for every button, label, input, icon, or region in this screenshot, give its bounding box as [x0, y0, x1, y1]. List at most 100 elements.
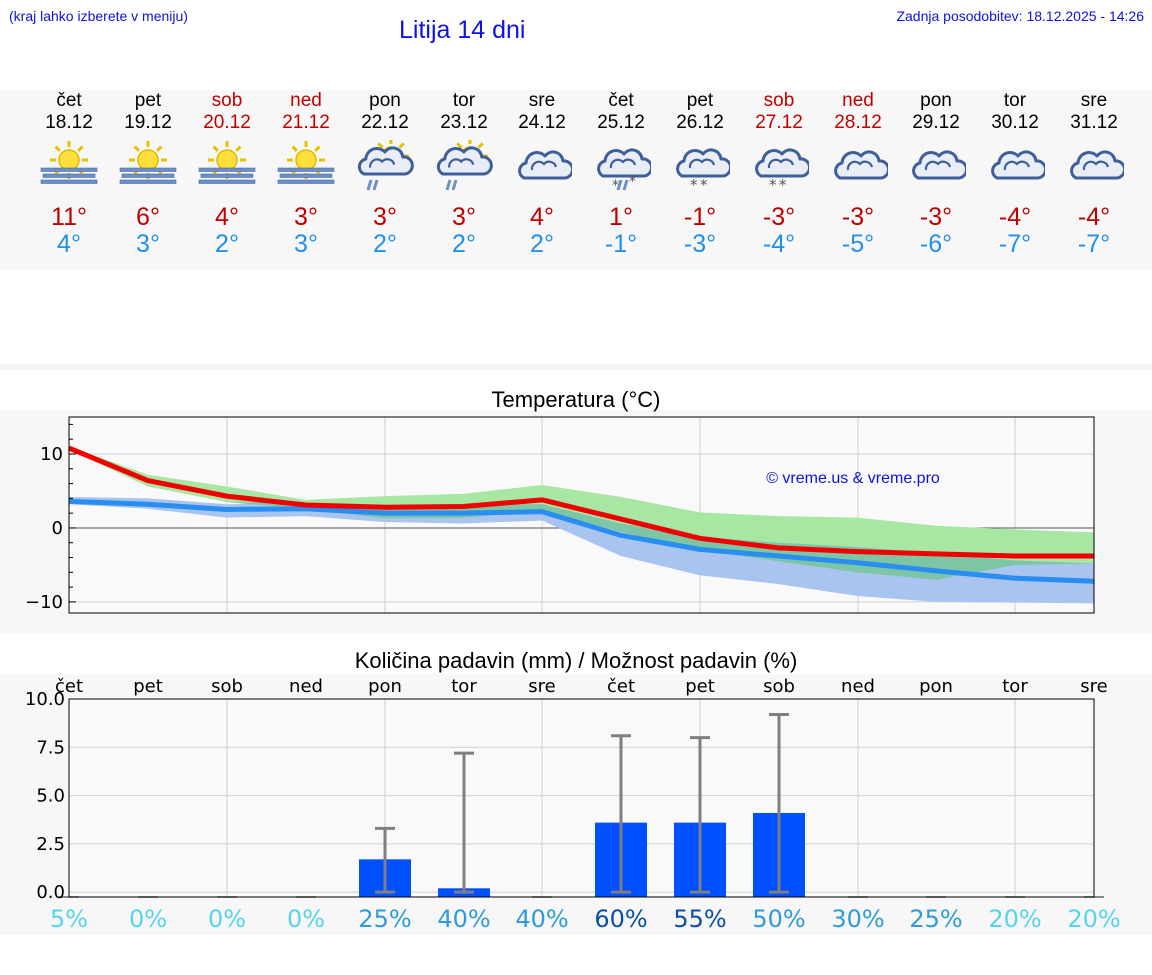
day-name: pon [369, 90, 401, 111]
day-date: 30.12 [991, 112, 1039, 133]
x-category-label: sre [528, 676, 555, 697]
x-category-label: pon [368, 676, 402, 697]
max-temperature: -4° [1077, 203, 1111, 231]
day-column: ned 28.12 -3° -5° [818, 90, 898, 258]
precipitation-probability: 25% [358, 905, 411, 933]
cloud-snow-icon: * * [676, 148, 730, 192]
precipitation-probability: 0% [208, 905, 246, 933]
max-temperature: 3° [294, 203, 318, 231]
precipitation-probability: 20% [988, 905, 1041, 933]
svg-text:*: * [769, 176, 777, 192]
location-hint: (kraj lahko izberete v meniju) [9, 8, 188, 24]
day-name: tor [1003, 90, 1027, 111]
y-tick-label: 10.0 [25, 689, 65, 710]
day-name: čet [56, 90, 82, 111]
plot-frame [68, 416, 1095, 614]
day-column: pet 26.12 * * -1° -3° [660, 90, 740, 258]
svg-text:*: * [700, 176, 708, 192]
day-column: čet 25.12 * * 1° -1° [581, 90, 661, 258]
day-column: pon 22.12 3° 2° [345, 90, 425, 258]
max-temperature: -3° [762, 203, 796, 231]
day-name: sob [211, 90, 243, 111]
min-temperature: -3° [683, 230, 717, 258]
precipitation-probability: 40% [515, 905, 568, 933]
min-temperature: 3° [136, 230, 160, 258]
day-date: 25.12 [597, 112, 645, 133]
svg-text:*: * [612, 178, 619, 192]
day-date: 24.12 [518, 112, 566, 133]
cloudy-icon [518, 150, 572, 180]
y-tick-label: 2.5 [36, 834, 65, 855]
max-temperature: -1° [683, 203, 717, 231]
day-column: sre 31.12 -4° -7° [1054, 90, 1134, 258]
precipitation-probability: 20% [1067, 905, 1120, 933]
min-temperature: -7° [998, 230, 1032, 258]
precipitation-chart: čet pet sob ned pon tor sre čet pet sob ned pon tor s… [25, 676, 1121, 933]
page-title: Litija 14 dni [399, 16, 526, 44]
day-column: sob 27.12 * * -3° -4° [739, 90, 819, 258]
cloudy-icon [912, 150, 966, 180]
y-tick-label: −10 [25, 592, 63, 613]
day-name: pon [920, 90, 952, 111]
precipitation-probability: 5% [50, 905, 88, 933]
sunny-fog-icon [277, 141, 335, 184]
day-name: tor [452, 90, 476, 111]
min-temperature: 4° [57, 230, 81, 258]
day-column: tor 30.12 -4° -7° [975, 90, 1055, 258]
day-date: 27.12 [755, 112, 803, 133]
day-column: čet 18.12 11° 4° [29, 90, 109, 258]
plot-area [69, 699, 1094, 897]
max-temperature: 1° [609, 203, 633, 231]
min-temperature: -5° [841, 230, 875, 258]
day-date: 21.12 [282, 112, 330, 133]
overlap-band [69, 449, 1094, 580]
max-temperature: 3° [452, 203, 476, 231]
day-date: 18.12 [45, 112, 93, 133]
day-date: 19.12 [124, 112, 172, 133]
day-name: sob [763, 90, 795, 111]
max-temperature: 4° [215, 203, 239, 231]
cloudy-icon [991, 150, 1045, 180]
x-category-label: pet [685, 676, 715, 697]
sun-cloud-rain-icon [357, 140, 414, 191]
day-name: pet [134, 90, 162, 111]
max-temperature: 3° [373, 203, 397, 231]
day-name: ned [842, 90, 874, 111]
day-column: ned 21.12 3° 3° [266, 90, 346, 258]
precipitation-probability: 50% [752, 905, 805, 933]
daily-forecast-strip [0, 90, 1152, 270]
day-date: 29.12 [912, 112, 960, 133]
precipitation-probability: 55% [673, 905, 726, 933]
sunny-fog-icon [119, 141, 177, 184]
watermark: © vreme.us & vreme.pro [766, 470, 940, 487]
x-category-label: ned [841, 676, 875, 697]
min-temperature: 3° [294, 230, 318, 258]
day-date: 28.12 [834, 112, 882, 133]
day-date: 31.12 [1070, 112, 1118, 133]
min-temperature: -4° [762, 230, 796, 258]
cloudy-icon [1070, 150, 1124, 180]
x-category-label: tor [1002, 676, 1028, 697]
sun-cloud-rain-icon [436, 140, 493, 191]
last-updated: Zadnja posodobitev: 18.12.2025 - 14:26 [896, 8, 1144, 24]
max-temperature: -4° [998, 203, 1032, 231]
y-tick-label: 0 [52, 518, 63, 539]
min-temperature: 2° [215, 230, 239, 258]
day-column: tor 23.12 3° 2° [424, 90, 504, 258]
x-category-label: sre [1080, 676, 1107, 697]
precipitation-chart-title: Količina padavin (mm) / Možnost padavin … [354, 648, 798, 673]
sunny-fog-icon [40, 141, 98, 184]
y-tick-label: 10 [40, 444, 63, 465]
min-temperature: -6° [919, 230, 953, 258]
day-name: pet [686, 90, 714, 111]
cloudy-icon [834, 150, 888, 180]
x-category-label: čet [607, 676, 635, 697]
max-temperature-line [68, 445, 1094, 559]
min-temperature: -7° [1077, 230, 1111, 258]
day-name: ned [290, 90, 322, 111]
precipitation-probability: 0% [287, 905, 325, 933]
sunny-fog-icon [198, 141, 256, 184]
precipitation-probability: 25% [909, 905, 962, 933]
x-category-label: čet [55, 676, 83, 697]
svg-text:*: * [690, 176, 698, 192]
